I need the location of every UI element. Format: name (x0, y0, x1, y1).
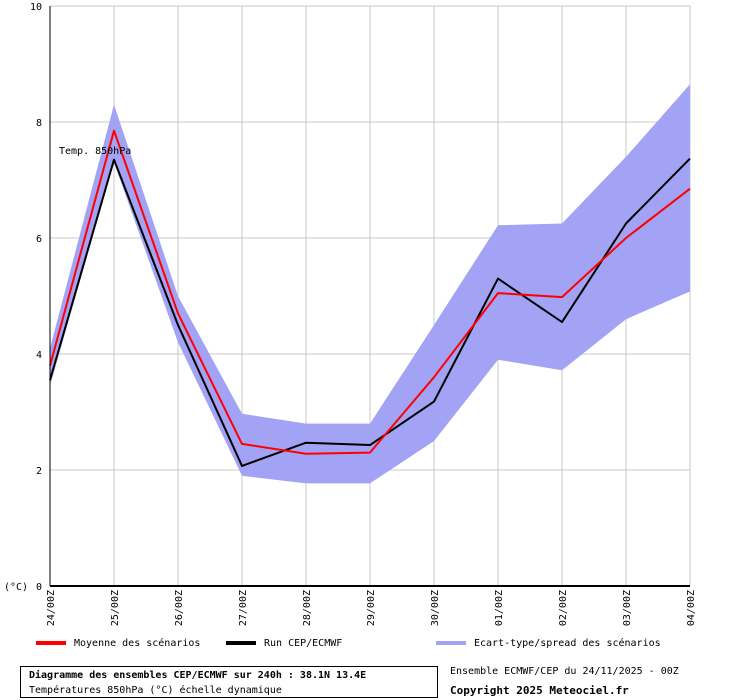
x-tick-label: 30/00Z (430, 590, 441, 626)
y-tick-label: 8 (36, 118, 42, 129)
legend-mean: Moyenne des scénarios (36, 638, 200, 649)
x-tick-label: 29/00Z (366, 590, 377, 626)
legend-spread-label: Ecart-type/spread des scénarios (474, 638, 661, 649)
y-tick-label: 10 (30, 2, 42, 13)
x-tick-label: 01/00Z (494, 590, 505, 626)
chart-annotation: Temp. 850hPa (59, 146, 131, 157)
legend-spread-swatch (436, 641, 466, 645)
footer-subtitle: Températures 850hPa (°C) échelle dynamiq… (29, 685, 282, 696)
legend-run-label: Run CEP/ECMWF (264, 638, 343, 649)
footer-title: Diagramme des ensembles CEP/ECMWF sur 24… (29, 670, 367, 681)
x-tick-label: 28/00Z (302, 590, 313, 626)
y-unit-label: (°C) (4, 582, 28, 593)
legend-mean-swatch (36, 641, 66, 645)
series-line-mean (49, 129, 691, 455)
y-tick-label: 4 (36, 350, 42, 361)
x-tick-label: 26/00Z (174, 590, 185, 626)
footer-title-box: Diagramme des ensembles CEP/ECMWF sur 24… (20, 666, 438, 698)
run-info: Ensemble ECMWF/CEP du 24/11/2025 - 00Z (450, 666, 679, 677)
series-lines (49, 129, 691, 467)
y-tick-label: 0 (36, 582, 42, 593)
legend-mean-label: Moyenne des scénarios (74, 638, 201, 649)
axes: 0 2 4 6 8 10 24/00Z 25/00Z 26/00Z 27/00Z 28/00Z 29/… (30, 2, 697, 626)
spread-band (50, 84, 690, 484)
ensemble-chart: 0 2 4 6 8 10 24/00Z 25/00Z 26/00Z 27/00Z 28/00Z 29/… (4, 2, 697, 626)
x-tick-label: 02/00Z (558, 590, 569, 626)
x-tick-label: 27/00Z (238, 590, 249, 626)
y-tick-label: 6 (36, 234, 42, 245)
x-tick-label: 24/00Z (46, 590, 57, 626)
series-line-run (49, 157, 691, 467)
legend-run: Run CEP/ECMWF (226, 638, 342, 649)
x-tick-label: 03/00Z (622, 590, 633, 626)
x-tick-label: 25/00Z (110, 590, 121, 626)
legend-run-swatch (226, 641, 256, 645)
x-tick-label: 04/00Z (686, 590, 697, 626)
spread-area (50, 84, 690, 484)
y-tick-label: 2 (36, 466, 42, 477)
copyright: Copyright 2025 Meteociel.fr (450, 684, 629, 697)
legend-spread: Ecart-type/spread des scénarios (436, 638, 661, 649)
